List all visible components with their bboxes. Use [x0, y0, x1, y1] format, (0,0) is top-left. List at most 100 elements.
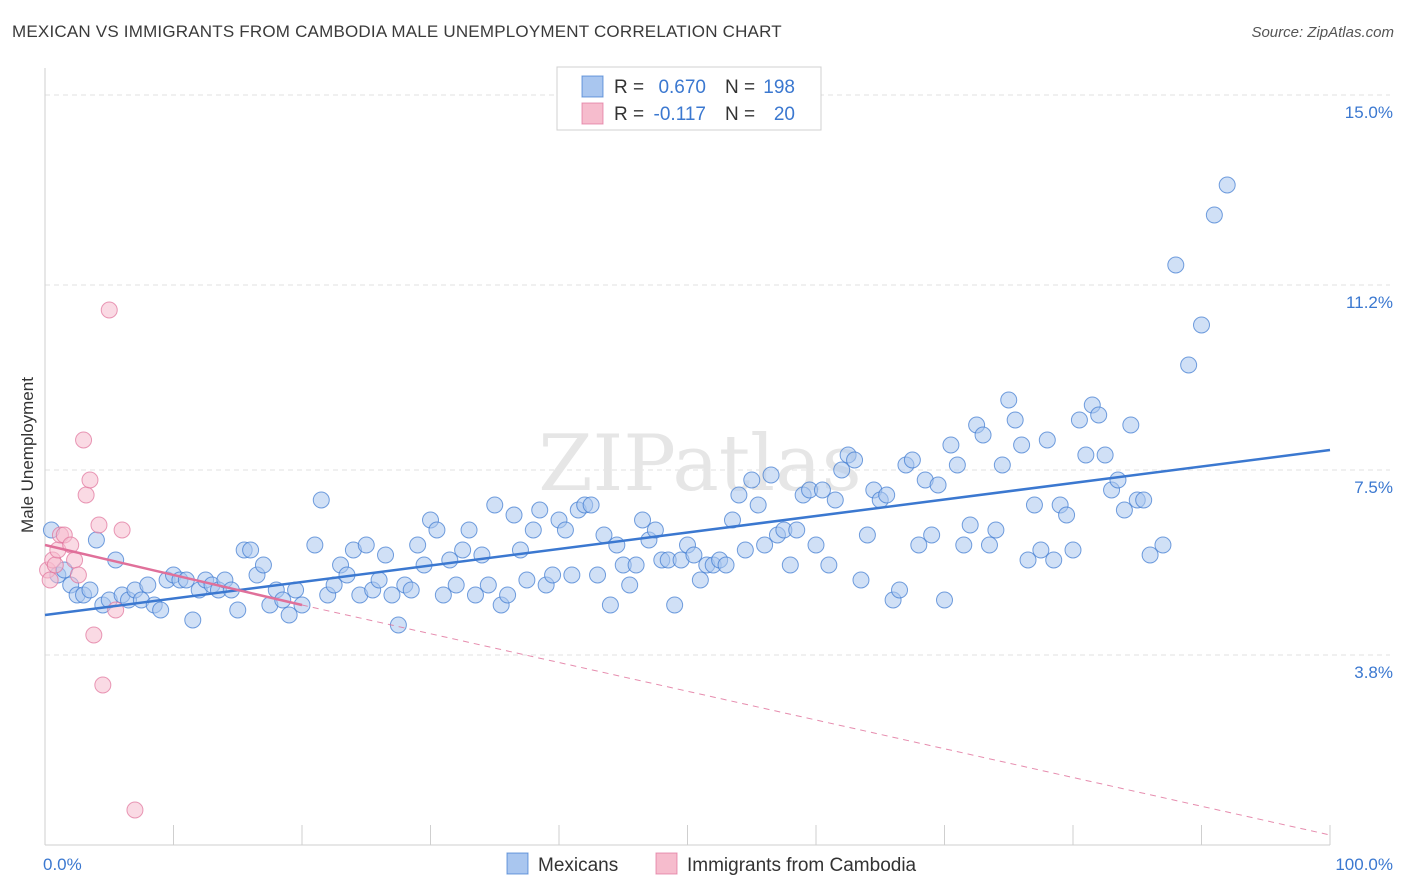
mexicans-point	[621, 576, 639, 594]
mexicans-point	[942, 436, 960, 454]
chart-title: MEXICAN VS IMMIGRANTS FROM CAMBODIA MALE…	[12, 22, 782, 41]
legend-cambodia-swatch	[655, 852, 678, 875]
mexicans-point	[1064, 541, 1082, 559]
mexicans-point	[1205, 206, 1223, 224]
mexicans-points	[42, 176, 1236, 634]
mexicans-point	[749, 496, 767, 514]
mexicans-point	[447, 576, 465, 594]
mexicans-point	[833, 461, 851, 479]
mexicans-point	[152, 601, 170, 619]
mexicans-point	[608, 536, 626, 554]
mexicans-point	[807, 536, 825, 554]
mexicans-point	[788, 521, 806, 539]
mexicans-point	[955, 536, 973, 554]
mexicans-point	[1006, 411, 1024, 429]
mexicans-point	[891, 581, 909, 599]
mexicans-point	[1025, 496, 1043, 514]
mexicans-point	[1218, 176, 1236, 194]
mexicans-point	[1045, 551, 1063, 569]
mexicans-point	[980, 536, 998, 554]
mexicans-point	[357, 536, 375, 554]
mexicans-point	[852, 571, 870, 589]
mexicans-point	[460, 521, 478, 539]
mexicans-point	[936, 591, 953, 609]
mexicans-point	[1000, 391, 1018, 409]
mexicans-point	[87, 531, 105, 549]
legend-n-label: N =	[725, 104, 755, 125]
cambodia-points	[39, 301, 144, 819]
mexicans-point	[1141, 546, 1159, 564]
mexicans-point	[1167, 256, 1185, 274]
mexicans-point	[428, 521, 446, 539]
legend-r-label: R =	[614, 104, 644, 125]
cambodia-trend-line	[44, 543, 303, 607]
legend-r-value: -0.117	[654, 104, 706, 125]
mexicans-point	[1109, 471, 1127, 489]
mexicans-point	[923, 526, 941, 544]
mexicans-point	[479, 576, 497, 594]
mexicans-point	[910, 536, 928, 554]
legend-mexicans-label: Mexicans	[538, 855, 618, 876]
cambodia-point	[41, 571, 59, 589]
mexicans-point	[723, 511, 741, 529]
mexicans-point	[402, 581, 420, 599]
mexicans-point	[1013, 436, 1031, 454]
mexicans-point	[254, 556, 272, 574]
mexicans-point	[531, 501, 549, 519]
mexicans-point	[229, 601, 247, 619]
mexicans-point	[1193, 316, 1210, 334]
mexicans-point	[1154, 536, 1172, 554]
cambodia-point	[75, 431, 93, 449]
cambodia-point	[69, 566, 87, 584]
series-legend: Mexicans Immigrants from Cambodia	[506, 852, 917, 876]
legend-mexicans-swatch	[506, 852, 529, 875]
mexicans-point	[486, 496, 504, 514]
mexicans-point	[929, 476, 947, 494]
mexicans-point	[242, 541, 260, 559]
legend-r-value: 0.670	[658, 77, 706, 98]
mexicans-point	[627, 556, 645, 574]
cambodia-point	[81, 471, 99, 489]
mexicans-point	[383, 586, 401, 604]
mexicans-point	[434, 586, 452, 604]
mexicans-point	[1070, 411, 1088, 429]
mexicans-point	[563, 566, 581, 584]
mexicans-point	[634, 511, 652, 529]
y-tick-labels: 3.8% 7.5% 11.2% 15.0%	[1345, 103, 1393, 682]
mexicans-trend-line	[44, 448, 1331, 617]
chart-source: Source: ZipAtlas.com	[1251, 24, 1394, 41]
mexicans-point	[878, 486, 896, 504]
mexicans-point	[589, 566, 607, 584]
correlation-legend: R = 0.670 N = 198 R = -0.117 N = 20	[556, 66, 822, 131]
legend-swatch	[581, 75, 604, 98]
mexicans-point	[466, 586, 484, 604]
mexicans-point	[762, 466, 780, 484]
mexicans-point	[601, 596, 619, 614]
x-tick-labels: 0.0% 100.0%	[43, 855, 1393, 874]
mexicans-point	[691, 571, 709, 589]
mexicans-point	[993, 456, 1011, 474]
y-tick-label: 15.0%	[1345, 103, 1393, 122]
mexicans-point	[1180, 356, 1198, 374]
legend-n-label: N =	[725, 77, 755, 98]
cambodia-point	[46, 556, 64, 574]
cambodia-point	[90, 516, 108, 534]
cambodia-point	[126, 801, 144, 819]
mexicans-point	[1032, 541, 1050, 559]
cambodia-point	[85, 626, 103, 644]
cambodia-point	[100, 301, 118, 319]
legend-n-value: 20	[774, 104, 795, 125]
mexicans-point	[505, 506, 523, 524]
mexicans-point	[736, 541, 754, 559]
mexicans-point	[499, 586, 517, 604]
cambodia-point	[113, 521, 131, 539]
mexicans-point	[1019, 551, 1037, 569]
mexicans-point	[820, 556, 838, 574]
mexicans-point	[813, 481, 831, 499]
legend-swatch	[581, 102, 604, 125]
axes	[44, 68, 1331, 846]
mexicans-point	[280, 606, 298, 624]
mexicans-point	[717, 556, 735, 574]
mexicans-point	[518, 571, 536, 589]
mexicans-point	[454, 541, 472, 559]
